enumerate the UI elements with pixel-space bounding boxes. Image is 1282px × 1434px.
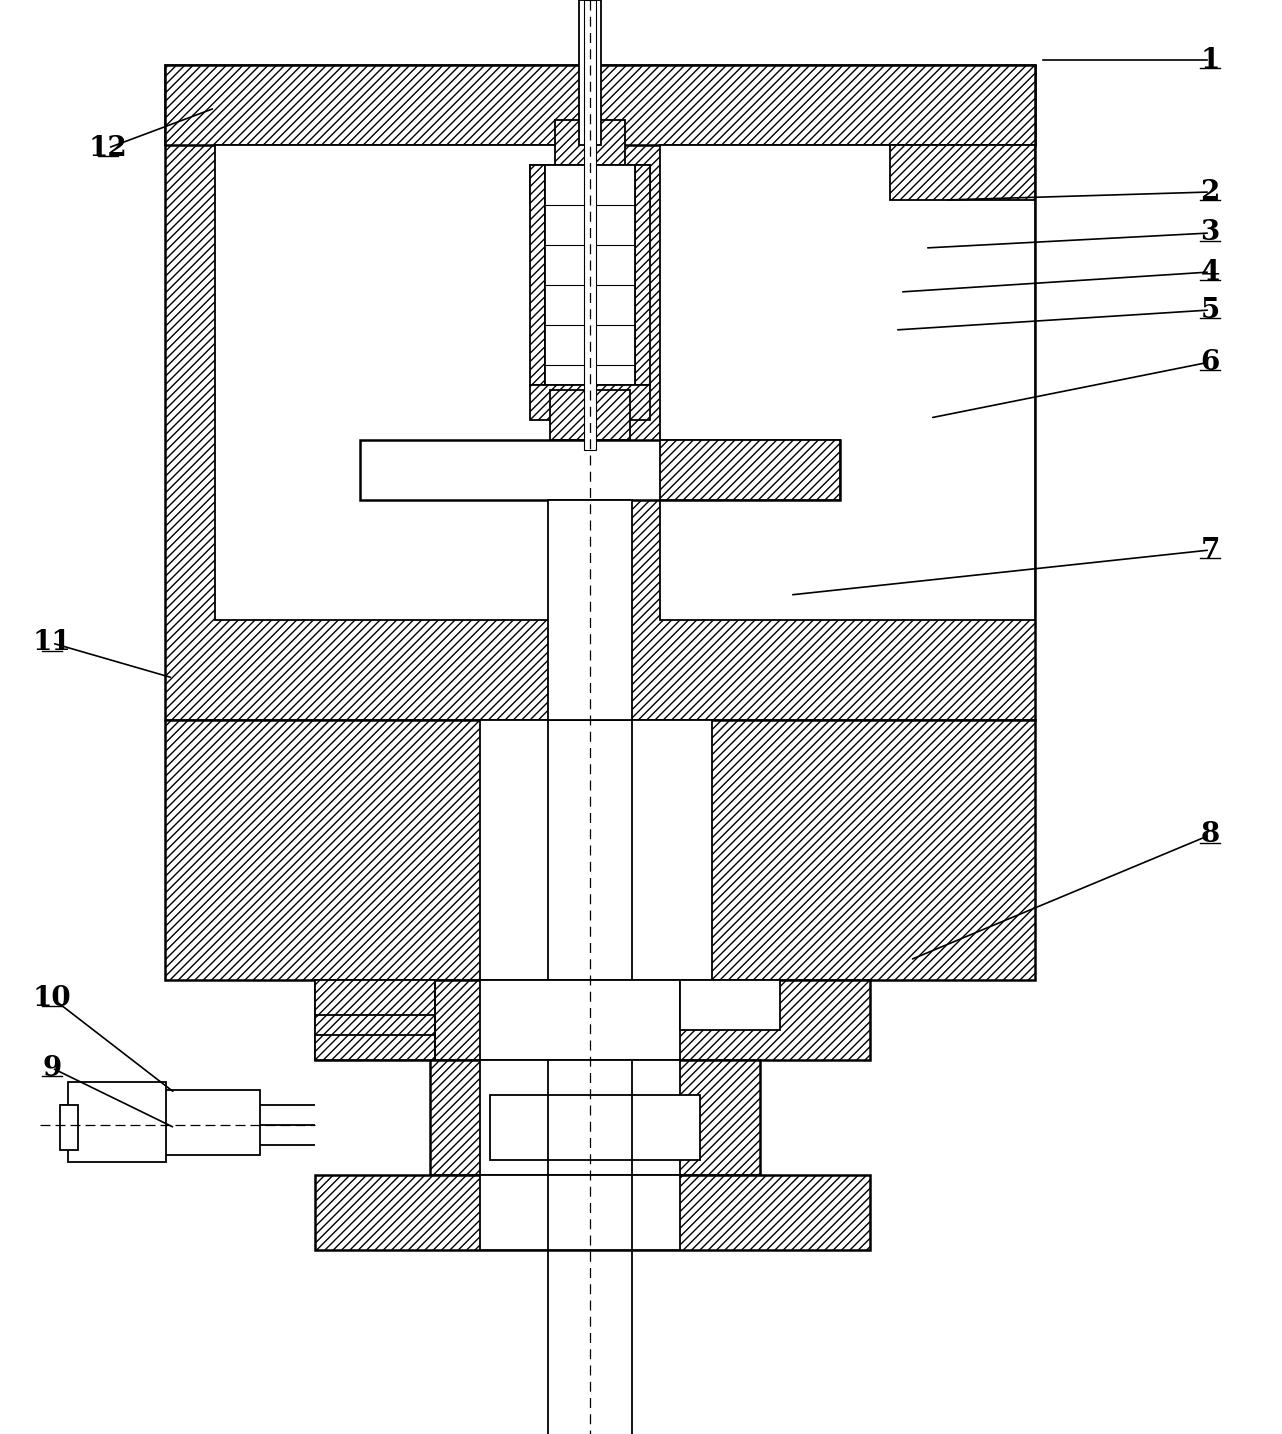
Bar bbox=[68, 1083, 165, 1162]
Bar bbox=[579, 0, 601, 145]
Bar bbox=[545, 165, 635, 384]
Bar bbox=[555, 120, 626, 165]
Bar bbox=[660, 440, 840, 500]
Bar bbox=[635, 165, 650, 384]
Bar bbox=[529, 165, 650, 205]
Bar bbox=[890, 145, 1035, 199]
Bar bbox=[479, 720, 712, 979]
Bar bbox=[679, 979, 779, 1030]
Bar bbox=[585, 0, 596, 450]
Text: 7: 7 bbox=[1200, 536, 1219, 564]
Bar bbox=[550, 390, 629, 440]
Bar bbox=[479, 1060, 679, 1174]
Bar bbox=[360, 440, 840, 500]
Text: 4: 4 bbox=[1200, 258, 1219, 285]
Bar bbox=[165, 65, 1035, 720]
Bar bbox=[547, 500, 632, 720]
Text: 10: 10 bbox=[32, 985, 72, 1011]
Text: 12: 12 bbox=[88, 135, 127, 162]
Text: 3: 3 bbox=[1200, 219, 1219, 247]
Bar bbox=[660, 145, 1035, 619]
Text: 1: 1 bbox=[1200, 46, 1219, 73]
Bar bbox=[490, 1096, 700, 1160]
Bar bbox=[315, 1174, 870, 1250]
Bar bbox=[429, 1060, 760, 1174]
Bar bbox=[165, 720, 1035, 979]
Bar bbox=[165, 1090, 260, 1154]
Bar bbox=[315, 979, 435, 1060]
Bar bbox=[529, 384, 650, 420]
Bar bbox=[479, 1174, 679, 1250]
Bar bbox=[165, 65, 1035, 145]
Bar bbox=[60, 1106, 78, 1150]
Text: 11: 11 bbox=[32, 630, 72, 657]
Bar bbox=[479, 979, 679, 1060]
Text: 8: 8 bbox=[1200, 822, 1219, 849]
Text: 2: 2 bbox=[1200, 178, 1219, 205]
Bar bbox=[529, 165, 545, 384]
Bar bbox=[547, 720, 632, 979]
Bar bbox=[215, 145, 620, 619]
Bar bbox=[315, 979, 870, 1060]
Text: 6: 6 bbox=[1200, 348, 1219, 376]
Text: 9: 9 bbox=[42, 1054, 62, 1081]
Text: 5: 5 bbox=[1200, 297, 1219, 324]
